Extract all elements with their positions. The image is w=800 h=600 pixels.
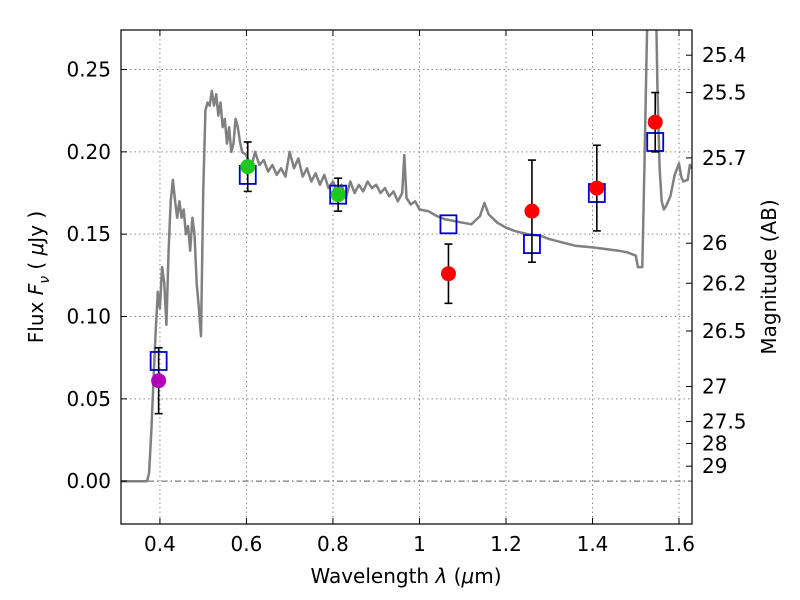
- y2-axis-label: Magnitude (AB): [757, 199, 781, 354]
- y-tick-label: 0.10: [66, 305, 111, 329]
- y2-tick-label: 27: [702, 375, 727, 399]
- y-label-unit-open: (: [24, 255, 48, 276]
- data-point: [240, 159, 256, 175]
- observed-photometry-points: [151, 114, 663, 389]
- x-label-prefix: Wavelength: [310, 564, 435, 588]
- y-label-symbol: F: [24, 283, 48, 295]
- y-tick-label: 0.00: [66, 469, 111, 493]
- model-box: [439, 214, 458, 235]
- data-point: [524, 203, 540, 219]
- y2-tick-label: 29: [702, 454, 727, 478]
- x-axis-label: Wavelength λ (μm): [310, 564, 501, 588]
- y-tick-label: 0.20: [66, 140, 111, 164]
- y2-tick-label: 26.2: [702, 271, 747, 295]
- y-axis-ticks: 0.00 0.05 0.10 0.15 0.20 0.25: [66, 58, 127, 493]
- x-tick-label: 1.6: [663, 532, 695, 556]
- data-point: [589, 180, 605, 196]
- y-label-mu: μ: [24, 243, 48, 257]
- x-tick-label: 0.6: [231, 532, 263, 556]
- plot-frame: [120, 29, 693, 525]
- sed-model-line: [121, 30, 692, 483]
- y-tick-label: 0.05: [66, 387, 111, 411]
- y2-tick-label: 28: [702, 431, 727, 455]
- data-point: [440, 266, 456, 282]
- x-label-mu: μ: [460, 564, 474, 588]
- y-axis-label: Flux Fν ( μJy ): [24, 211, 53, 343]
- data-point: [330, 187, 346, 203]
- x-label-unit-rest: m): [474, 564, 501, 588]
- y-tick-label: 0.25: [66, 58, 111, 82]
- y-label-subscript: ν: [37, 276, 53, 284]
- data-point: [647, 114, 663, 130]
- x-label-symbol: λ: [434, 564, 447, 588]
- y2-tick-label: 27.5: [702, 409, 747, 433]
- y2-tick-label: 26: [702, 231, 727, 255]
- y2-tick-label: 25.7: [702, 146, 747, 170]
- x-label-unit-open: (: [447, 564, 461, 588]
- x-tick-label: 0.8: [317, 532, 349, 556]
- x-tick-label: 0.4: [144, 532, 176, 556]
- x-tick-label: 1.4: [577, 532, 609, 556]
- data-point: [151, 373, 167, 389]
- x-tick-label: 1.2: [490, 532, 522, 556]
- y-label-prefix: Flux: [24, 295, 48, 343]
- y2-tick-label: 25.5: [702, 81, 747, 105]
- errorbars: [154, 91, 660, 415]
- y-label-unit-rest: Jy ): [24, 211, 48, 245]
- y2-tick-label: 25.4: [702, 43, 747, 67]
- y-tick-label: 0.15: [66, 222, 111, 246]
- x-axis-ticks: 0.4 0.6 0.8 1 1.2 1.4 1.6: [144, 30, 695, 556]
- y2-tick-label: 26.5: [702, 319, 747, 343]
- x-tick-label: 1: [413, 532, 426, 556]
